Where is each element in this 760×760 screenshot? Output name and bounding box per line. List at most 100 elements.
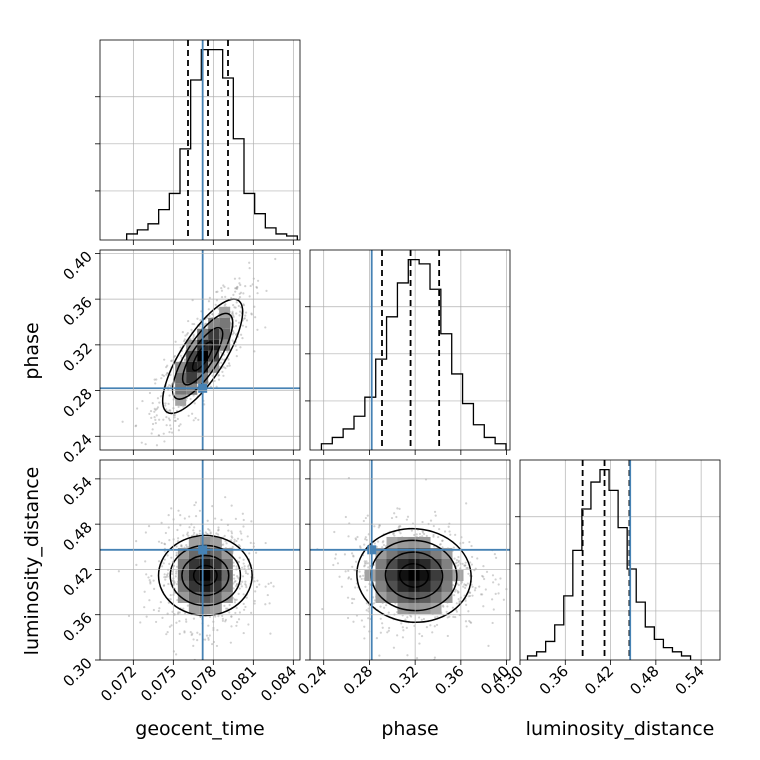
density-geocent-time-vs-phase-ytick-label: 0.32 (59, 339, 95, 375)
density-geocent-time-vs-luminosity-distance-sample-point (192, 534, 195, 537)
density-geocent-time-vs-luminosity-distance-truth-marker (198, 545, 208, 555)
density-geocent-time-vs-luminosity-distance-sample-point (242, 631, 245, 635)
density-geocent-time-vs-luminosity-distance-sample-point (163, 550, 166, 553)
density-geocent-time-vs-phase-sample-point (162, 432, 165, 435)
density-geocent-time-vs-luminosity-distance-density-cell (188, 558, 200, 570)
density-phase-vs-luminosity-distance-sample-point (465, 584, 468, 587)
density-phase-vs-luminosity-distance-sample-point (492, 608, 495, 611)
density-geocent-time-vs-phase-density-cell (186, 372, 198, 384)
density-geocent-time-vs-phase-sample-point (166, 371, 169, 375)
density-phase-vs-luminosity-distance-sample-point (433, 510, 437, 513)
density-phase-vs-luminosity-distance-sample-point (421, 535, 424, 538)
density-geocent-time-vs-phase-sample-point (192, 333, 195, 336)
density-geocent-time-vs-luminosity-distance-sample-point (179, 524, 182, 527)
density-geocent-time-vs-luminosity-distance-sample-point (217, 614, 220, 618)
density-geocent-time-vs-luminosity-distance-sample-point (163, 543, 167, 546)
density-geocent-time-vs-luminosity-distance-sample-point (170, 556, 173, 559)
density-geocent-time-vs-phase-sample-point (214, 303, 217, 306)
density-geocent-time-vs-luminosity-distance-sample-point (234, 579, 237, 583)
density-phase-vs-luminosity-distance-sample-point (366, 514, 369, 517)
density-geocent-time-vs-luminosity-distance-sample-point (269, 632, 272, 635)
density-geocent-time-vs-phase-density-cell (219, 339, 231, 351)
density-phase-vs-luminosity-distance-sample-point (429, 624, 432, 627)
density-geocent-time-vs-phase-contour (171, 312, 234, 400)
density-phase-vs-luminosity-distance-sample-point (392, 532, 395, 536)
density-geocent-time-vs-phase-sample-point (160, 377, 163, 380)
density-geocent-time-vs-phase-sample-point (155, 407, 159, 410)
density-geocent-time-vs-phase-sample-point (153, 378, 156, 381)
density-phase-vs-luminosity-distance-sample-point (474, 586, 477, 590)
density-phase-vs-luminosity-distance-sample-point (387, 611, 390, 614)
density-geocent-time-vs-luminosity-distance-sample-point (242, 518, 245, 522)
density-phase-vs-luminosity-distance-sample-point (379, 605, 382, 608)
density-geocent-time-vs-luminosity-distance-density-cell (221, 580, 233, 592)
density-phase-vs-luminosity-distance-sample-point (354, 537, 357, 540)
density-geocent-time-vs-phase-sample-point (179, 346, 182, 349)
density-geocent-time-vs-luminosity-distance-sample-point (241, 566, 244, 569)
density-geocent-time-vs-luminosity-distance-density-cell (199, 602, 211, 614)
density-phase-vs-luminosity-distance-sample-point (379, 631, 382, 634)
density-phase-vs-luminosity-distance-sample-point (388, 626, 391, 630)
density-geocent-time-vs-phase-sample-point (168, 419, 171, 422)
density-geocent-time-vs-luminosity-distance-sample-point (208, 634, 211, 637)
density-geocent-time-vs-luminosity-distance-sample-point (175, 653, 178, 656)
density-phase-vs-luminosity-distance-sample-point (344, 515, 347, 519)
density-geocent-time-vs-phase-sample-point (234, 319, 238, 322)
hist-phase-frame (309, 249, 511, 451)
density-geocent-time-vs-luminosity-distance-sample-point (144, 531, 147, 534)
density-phase-vs-luminosity-distance-sample-point (462, 541, 465, 544)
density-geocent-time-vs-phase-sample-point (164, 404, 167, 407)
density-geocent-time-vs-phase-sample-point (226, 350, 229, 353)
density-geocent-time-vs-luminosity-distance-sample-point (233, 538, 236, 541)
density-geocent-time-vs-phase-sample-point (238, 292, 241, 295)
density-geocent-time-vs-phase-sample-point (244, 285, 247, 288)
density-geocent-time-vs-luminosity-distance-sample-point (217, 533, 220, 536)
density-phase-vs-luminosity-distance-sample-point (465, 566, 468, 570)
density-phase-vs-luminosity-distance-density-cell (364, 569, 376, 581)
density-geocent-time-vs-luminosity-distance-sample-point (177, 537, 180, 540)
density-phase-vs-luminosity-distance-density-cell (441, 569, 453, 581)
density-phase-vs-luminosity-distance-sample-point (352, 554, 355, 557)
density-geocent-time-vs-phase-contour (181, 326, 224, 386)
density-phase-vs-luminosity-distance-sample-point (332, 563, 335, 567)
density-geocent-time-vs-luminosity-distance-sample-point (237, 543, 241, 547)
density-phase-vs-luminosity-distance-sample-point (344, 570, 347, 573)
density-geocent-time-vs-luminosity-distance-sample-point (175, 545, 178, 548)
density-geocent-time-vs-phase-sample-point (221, 370, 224, 373)
density-phase-vs-luminosity-distance-sample-point (439, 543, 442, 546)
density-geocent-time-vs-phase-sample-point (244, 311, 248, 314)
density-geocent-time-vs-phase-sample-point (234, 306, 237, 309)
density-phase-vs-luminosity-distance-sample-point (441, 539, 444, 542)
density-geocent-time-vs-luminosity-distance-sample-point (209, 532, 212, 535)
density-geocent-time-vs-luminosity-distance-density-cell (221, 569, 233, 581)
density-geocent-time-vs-phase-sample-point (227, 287, 230, 290)
density-phase-vs-luminosity-distance-sample-point (468, 540, 471, 544)
density-geocent-time-vs-phase-sample-point (254, 316, 257, 319)
density-phase-vs-luminosity-distance-sample-point (464, 564, 467, 567)
density-phase-vs-luminosity-distance-sample-point (334, 553, 338, 556)
density-phase-vs-luminosity-distance-density-cell (408, 536, 420, 548)
density-geocent-time-vs-phase-sample-point (158, 418, 161, 421)
density-phase-vs-luminosity-distance-sample-point (396, 507, 399, 510)
density-geocent-time-vs-phase-sample-point (221, 358, 224, 361)
density-geocent-time-vs-luminosity-distance-sample-point (194, 501, 198, 504)
density-geocent-time-vs-phase-sample-point (155, 378, 158, 381)
density-geocent-time-vs-phase-sample-point (215, 290, 218, 294)
density-phase-vs-luminosity-distance-sample-point (418, 642, 421, 645)
density-phase-vs-luminosity-distance-sample-point (359, 575, 362, 578)
density-geocent-time-vs-phase-ytick-label: 0.24 (59, 430, 95, 466)
density-phase-vs-luminosity-distance-sample-point (438, 528, 441, 531)
density-geocent-time-vs-luminosity-distance-sample-point (148, 579, 151, 582)
density-geocent-time-vs-phase-sample-point (245, 319, 249, 322)
density-phase-vs-luminosity-distance-sample-point (457, 561, 460, 564)
density-geocent-time-vs-phase-truth-marker (198, 383, 208, 393)
density-geocent-time-vs-luminosity-distance-sample-point (230, 615, 233, 618)
density-geocent-time-vs-phase-sample-point (164, 402, 167, 405)
density-geocent-time-vs-luminosity-distance-sample-point (145, 615, 148, 618)
density-phase-vs-luminosity-distance-sample-point (458, 600, 461, 603)
density-phase-vs-luminosity-distance-contour (384, 551, 444, 600)
density-phase-vs-luminosity-distance-sample-point (464, 561, 467, 564)
density-geocent-time-vs-luminosity-distance-sample-point (231, 545, 234, 549)
density-geocent-time-vs-luminosity-distance-sample-point (173, 581, 176, 585)
density-geocent-time-vs-phase-sample-point (235, 287, 238, 290)
